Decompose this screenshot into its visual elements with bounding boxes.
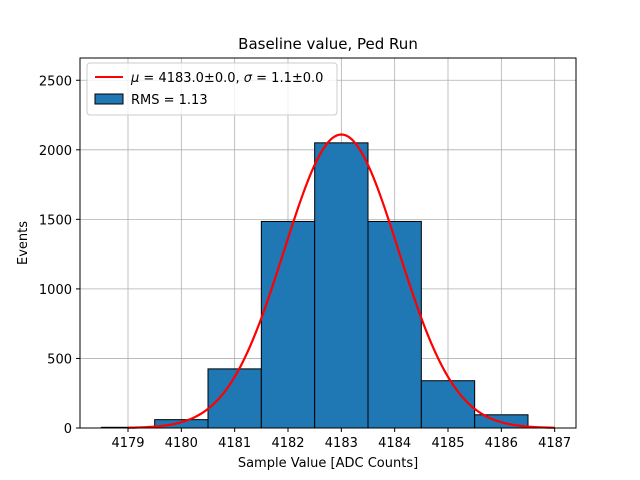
plot-frame [79, 57, 577, 429]
x-tick-label: 4181 [218, 436, 251, 451]
x-tick-label: 4180 [165, 436, 198, 451]
histogram-bar [367, 220, 422, 429]
legend-fit-label: μ = 4183.0±0.0, σ = 1.1±0.0 [130, 71, 323, 86]
x-tick-label: 4186 [485, 436, 518, 451]
fit-curve [127, 133, 555, 429]
x-axis-label: Sample Value [ADC Counts] [238, 456, 418, 471]
histogram-bar [420, 380, 476, 429]
y-tick-label: 2000 [39, 144, 72, 159]
x-tick-label: 4187 [538, 436, 571, 451]
legend-histogram-label: RMS = 1.13 [131, 93, 208, 108]
y-tick-label: 1500 [39, 213, 72, 228]
y-tick-label: 1000 [39, 283, 72, 298]
y-axis-label: Events [16, 221, 31, 265]
legend-mu-symbol: μ [130, 71, 139, 86]
legend-box [86, 62, 338, 116]
histogram-bar [260, 220, 316, 429]
y-tick-label: 2500 [39, 74, 72, 89]
legend-sigma-symbol: σ [244, 71, 253, 86]
chart-title: Baseline value, Ped Run [238, 35, 418, 53]
x-tick-label: 4183 [325, 436, 358, 451]
histogram-bar [314, 142, 369, 429]
x-tick-label: 4179 [111, 436, 144, 451]
legend-mu-value: = 4183.0±0.0, [139, 71, 243, 86]
gaussian-fit [127, 133, 555, 429]
legend: μ = 4183.0±0.0, σ = 1.1±0.0 RMS = 1.13 [86, 62, 338, 116]
legend-sigma-value: = 1.1±0.0 [252, 71, 323, 86]
x-tick-label: 4182 [271, 436, 304, 451]
legend-histogram-swatch [94, 93, 124, 105]
y-tick-label: 500 [47, 352, 72, 367]
x-axis-ticks: 4179 4180 4181 4182 4183 4184 4185 4186 4187 [111, 428, 571, 451]
histogram-bars [100, 142, 529, 429]
x-tick-label: 4184 [378, 436, 411, 451]
y-tick-label: 0 [64, 422, 72, 437]
x-tick-label: 4185 [431, 436, 464, 451]
y-axis-ticks: 0 500 1000 1500 2000 2500 [39, 74, 80, 437]
